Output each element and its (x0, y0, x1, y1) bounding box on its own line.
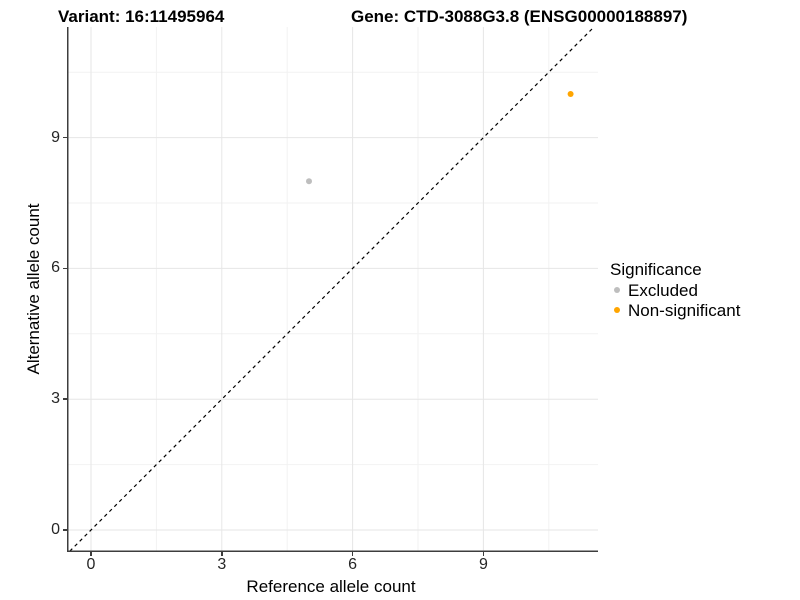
legend-items: Excluded Non-significant (610, 280, 740, 320)
scatter-plot-canvas (67, 27, 598, 552)
y-tick-mark (63, 136, 67, 139)
data-point-excluded (306, 178, 312, 185)
legend-item-excluded: Excluded (610, 280, 740, 300)
x-tick-mark (221, 552, 223, 556)
legend: Significance Excluded Non-significant (610, 260, 740, 320)
legend-item-label: Non-significant (628, 300, 741, 320)
legend-dot-icon (614, 287, 620, 293)
variant-title: Variant: 16:11495964 (58, 7, 225, 26)
y-tick-mark (63, 398, 67, 400)
y-tick-label: 9 (51, 128, 60, 146)
y-tick-mark (63, 267, 67, 270)
legend-dot-icon (614, 307, 620, 313)
x-tick-mark (90, 552, 92, 556)
plot-panel (67, 27, 598, 552)
legend-item-label: Excluded (628, 280, 698, 300)
data-point-non-significant (567, 91, 574, 97)
x-tick-label: 9 (478, 556, 488, 573)
x-tick-mark (351, 552, 354, 556)
x-tick-label: 6 (348, 556, 358, 573)
legend-item-non-significant: Non-significant (610, 300, 740, 320)
x-tick-label: 0 (86, 556, 96, 573)
y-tick-label: 6 (51, 259, 60, 277)
y-tick-mark (63, 529, 67, 531)
y-axis-title: Alternative allele count (24, 203, 43, 375)
x-tick-mark (482, 552, 485, 556)
y-tick-label: 3 (51, 390, 60, 408)
gene-title: Gene: CTD-3088G3.8 (ENSG00000188897) (351, 7, 688, 26)
legend-title: Significance (610, 260, 702, 279)
identity-reference-line (68, 27, 595, 552)
x-tick-label: 3 (217, 556, 227, 573)
x-axis-title: Reference allele count (246, 577, 416, 596)
y-tick-label: 0 (51, 521, 60, 538)
